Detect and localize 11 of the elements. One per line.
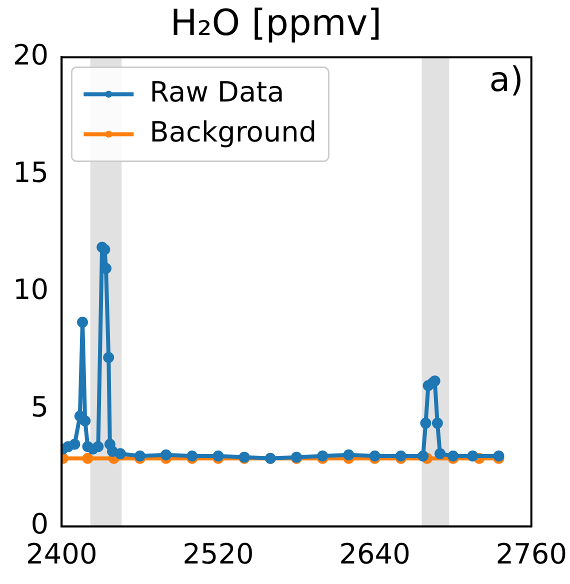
annotation: a) — [489, 60, 524, 100]
x-tick-label: 2640 — [339, 537, 410, 570]
chart-title: H₂O [ppmv] — [170, 2, 382, 44]
y-tick-label: 5 — [30, 390, 49, 424]
legend-label: Raw Data — [150, 75, 284, 108]
y-tick-label: 20 — [12, 38, 49, 72]
y-tick-label: 15 — [12, 156, 49, 189]
legend-label: Background — [150, 115, 317, 148]
x-tick-label: 2520 — [182, 537, 254, 570]
y-tick-label: 10 — [12, 273, 49, 306]
x-tick-label: 2760 — [496, 537, 568, 570]
